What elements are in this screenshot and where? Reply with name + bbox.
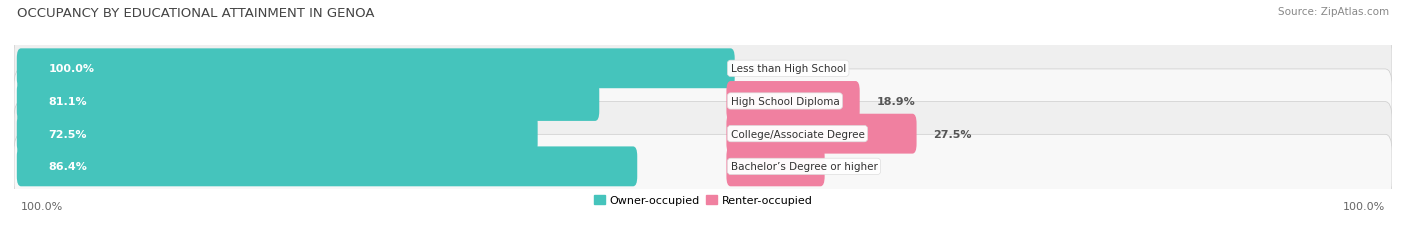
FancyBboxPatch shape <box>14 102 1392 166</box>
FancyBboxPatch shape <box>17 49 735 89</box>
Text: 72.5%: 72.5% <box>48 129 87 139</box>
Text: 13.6%: 13.6% <box>841 162 880 172</box>
FancyBboxPatch shape <box>14 70 1392 134</box>
Text: High School Diploma: High School Diploma <box>731 97 839 106</box>
FancyBboxPatch shape <box>14 37 1392 101</box>
Text: 27.5%: 27.5% <box>934 129 972 139</box>
FancyBboxPatch shape <box>14 135 1392 198</box>
Legend: Owner-occupied, Renter-occupied: Owner-occupied, Renter-occupied <box>589 191 817 210</box>
Text: Source: ZipAtlas.com: Source: ZipAtlas.com <box>1278 7 1389 17</box>
Text: Bachelor’s Degree or higher: Bachelor’s Degree or higher <box>731 162 877 172</box>
FancyBboxPatch shape <box>727 114 917 154</box>
FancyBboxPatch shape <box>17 114 537 154</box>
Text: 0.0%: 0.0% <box>751 64 782 74</box>
Text: 86.4%: 86.4% <box>48 162 87 172</box>
FancyBboxPatch shape <box>727 82 859 121</box>
Text: 100.0%: 100.0% <box>48 64 94 74</box>
Text: Less than High School: Less than High School <box>731 64 846 74</box>
FancyBboxPatch shape <box>17 82 599 121</box>
Text: 81.1%: 81.1% <box>48 97 87 106</box>
Text: OCCUPANCY BY EDUCATIONAL ATTAINMENT IN GENOA: OCCUPANCY BY EDUCATIONAL ATTAINMENT IN G… <box>17 7 374 20</box>
Text: 18.9%: 18.9% <box>876 97 915 106</box>
FancyBboxPatch shape <box>727 147 825 186</box>
Text: College/Associate Degree: College/Associate Degree <box>731 129 865 139</box>
FancyBboxPatch shape <box>17 147 637 186</box>
Text: 100.0%: 100.0% <box>1343 201 1385 211</box>
Text: 100.0%: 100.0% <box>21 201 63 211</box>
